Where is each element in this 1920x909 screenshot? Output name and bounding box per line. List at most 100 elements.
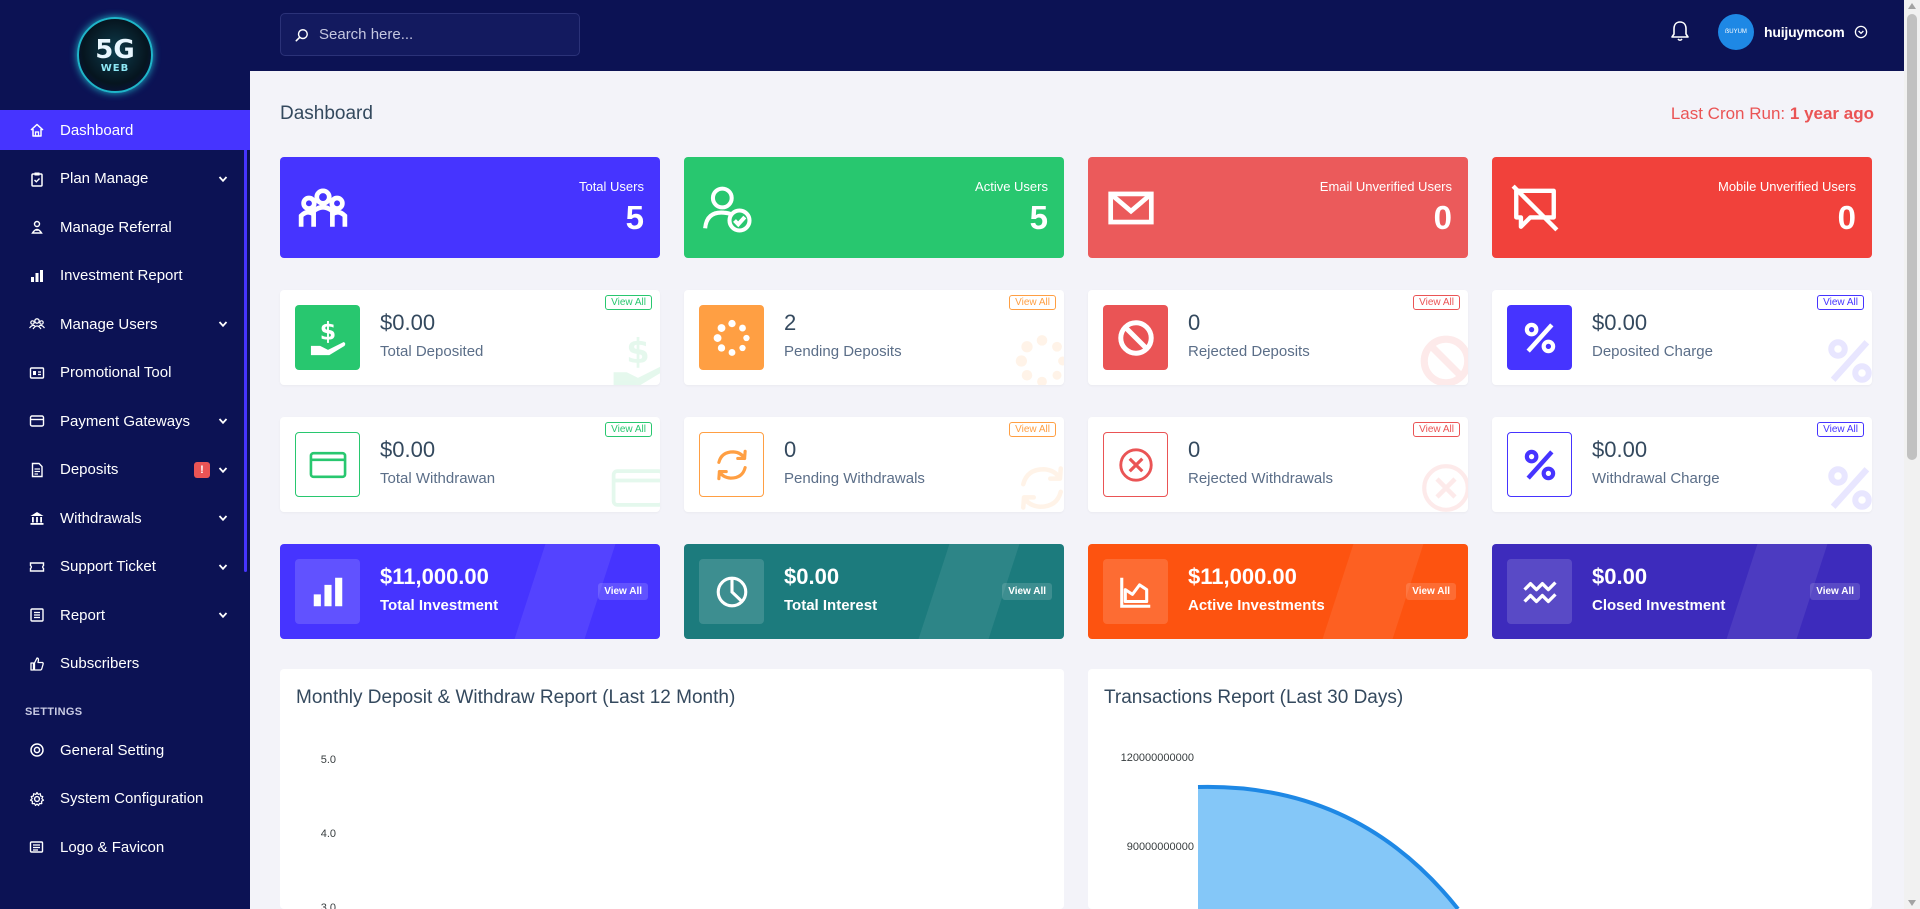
promo-icon: [29, 366, 45, 379]
bell-icon[interactable]: [1670, 20, 1690, 42]
widget-pending-deposits: 2 Pending Deposits View All: [684, 290, 1064, 385]
view-all-button[interactable]: View All: [598, 583, 648, 600]
sidebar-item-plan-manage[interactable]: Plan Manage: [0, 159, 250, 199]
scroll-up-arrow[interactable]: [1908, 3, 1916, 9]
sidebar-item-general-setting[interactable]: General Setting: [0, 730, 250, 770]
invest-value: $0.00: [784, 564, 840, 589]
y-tick-label: 5.0: [321, 754, 336, 766]
view-all-button[interactable]: View All: [1002, 583, 1052, 600]
list-icon-wrap: [26, 607, 48, 623]
y-tick-label: 90000000000: [1127, 841, 1194, 853]
avatar-text: ẞUYUM: [1725, 28, 1747, 35]
widget-value: 2: [784, 310, 797, 335]
users-icon-wrap: [26, 316, 48, 332]
widget-value: 0: [1188, 310, 1201, 335]
invest-card-total-interest: $0.00 Total Interest View All: [684, 544, 1064, 639]
stat-value: 0: [1433, 199, 1452, 236]
stats-row: Total Users 5 Active Users 5 Email Unver…: [280, 157, 1874, 258]
svg-text:$: $: [319, 317, 335, 345]
hand-dollar-icon: $: [613, 332, 660, 385]
times-circle-icon: [1422, 464, 1468, 512]
widget-value: $0.00: [1592, 437, 1648, 462]
credit-card-icon-wrap: [26, 413, 48, 429]
page-header: Dashboard Last Cron Run: 1 year ago: [280, 71, 1874, 157]
view-all-link[interactable]: View All: [605, 422, 652, 437]
widget-decoration: [608, 458, 660, 512]
sidebar-item-label: Dashboard: [60, 121, 134, 139]
invest-label: Closed Investment: [1592, 597, 1726, 614]
invest-row: $11,000.00 Total Investment View All $0.…: [280, 544, 1874, 639]
ban-icon: [1420, 335, 1468, 385]
user-dropdown[interactable]: ẞUYUM huijuymcom: [1718, 14, 1868, 50]
sidebar-item-support-ticket[interactable]: Support Ticket: [0, 547, 250, 587]
sidebar-item-dashboard[interactable]: Dashboard: [0, 110, 250, 150]
card-icon: [611, 469, 660, 507]
view-all-link[interactable]: View All: [1817, 422, 1864, 437]
stat-card-total-users[interactable]: Total Users 5: [280, 157, 660, 258]
monthly-report-title: Monthly Deposit & Withdraw Report (Last …: [296, 687, 736, 708]
sidebar-item-manage-referral[interactable]: Manage Referral: [0, 207, 250, 247]
scroll-down-arrow[interactable]: [1908, 900, 1916, 906]
stat-card-email-unverified-users[interactable]: Email Unverified Users 0: [1088, 157, 1468, 258]
percent-icon: [1524, 449, 1555, 480]
logo[interactable]: 5G WEB: [77, 17, 153, 93]
home-icon: [30, 123, 44, 137]
invest-label: Total Investment: [380, 597, 499, 614]
percent-icon: [1828, 466, 1872, 510]
referral-icon: [31, 220, 43, 234]
view-all-link[interactable]: View All: [605, 295, 652, 310]
sidebar: 5G WEB Dashboard Plan Manage Manage Refe…: [0, 0, 250, 909]
sidebar-item-payment-gateways[interactable]: Payment Gateways: [0, 401, 250, 441]
stat-card-active-users[interactable]: Active Users 5: [684, 157, 1064, 258]
username[interactable]: huijuymcom: [1764, 24, 1845, 40]
view-all-link[interactable]: View All: [1817, 295, 1864, 310]
sidebar-item-subscribers[interactable]: Subscribers: [0, 644, 250, 684]
comment-slash-icon: [1511, 184, 1559, 232]
widget-label: Withdrawal Charge: [1592, 470, 1720, 487]
sidebar-item-label: Payment Gateways: [60, 412, 191, 430]
sidebar-item-report[interactable]: Report: [0, 595, 250, 635]
logo-area[interactable]: 5G WEB: [0, 0, 250, 110]
page-scrollbar[interactable]: [1904, 0, 1920, 909]
sidebar-menu: Dashboard Plan Manage Manage Referral In…: [0, 110, 250, 684]
scrollbar-thumb[interactable]: [1907, 14, 1917, 460]
bar-chart-icon-wrap: [26, 268, 48, 284]
view-all-link[interactable]: View All: [1413, 295, 1460, 310]
invest-card-closed-investment: $0.00 Closed Investment View All: [1492, 544, 1872, 639]
view-all-link[interactable]: View All: [1009, 422, 1056, 437]
invest-label: Active Investments: [1188, 597, 1325, 614]
users-icon: [29, 318, 45, 330]
search-input[interactable]: [319, 26, 559, 43]
sidebar-item-manage-users[interactable]: Manage Users: [0, 304, 250, 344]
transactions-report-card: Transactions Report (Last 30 Days) 12000…: [1088, 669, 1872, 909]
sidebar-item-system-configuration[interactable]: System Configuration: [0, 779, 250, 819]
invest-value: $11,000.00: [380, 564, 489, 589]
sidebar-item-withdrawals[interactable]: Withdrawals: [0, 498, 250, 538]
users-group-icon: [298, 188, 348, 227]
search-box[interactable]: [280, 13, 580, 56]
area-series-fill: [1198, 786, 1458, 909]
chevron-down-icon: [218, 418, 228, 425]
logo-subtext: WEB: [100, 62, 130, 74]
invest-card-total-investment: $11,000.00 Total Investment View All: [280, 544, 660, 639]
sidebar-item-logo-favicon[interactable]: Logo & Favicon: [0, 827, 250, 867]
sidebar-item-investment-report[interactable]: Investment Report: [0, 256, 250, 296]
avatar[interactable]: ẞUYUM: [1718, 14, 1754, 50]
stat-card-mobile-unverified-users[interactable]: Mobile Unverified Users 0: [1492, 157, 1872, 258]
widget-icon-box: [699, 432, 764, 497]
stat-icon: [298, 183, 350, 233]
sidebar-item-deposits[interactable]: Deposits!: [0, 450, 250, 490]
file-invoice-icon-wrap: [26, 462, 48, 478]
view-all-button[interactable]: View All: [1406, 583, 1456, 600]
sidebar-scrollbar[interactable]: [244, 112, 247, 572]
sidebar-item-promotional-tool[interactable]: Promotional Tool: [0, 353, 250, 393]
transactions-report-title: Transactions Report (Last 30 Days): [1104, 687, 1404, 708]
spinner-icon: [1015, 335, 1064, 385]
sidebar-item-label: Manage Users: [60, 315, 158, 333]
stat-value: 5: [625, 199, 644, 236]
chevron-down-circle-icon[interactable]: [1854, 25, 1868, 39]
gear-icon-wrap: [26, 791, 48, 807]
view-all-link[interactable]: View All: [1009, 295, 1056, 310]
view-all-button[interactable]: View All: [1810, 583, 1860, 600]
view-all-link[interactable]: View All: [1413, 422, 1460, 437]
